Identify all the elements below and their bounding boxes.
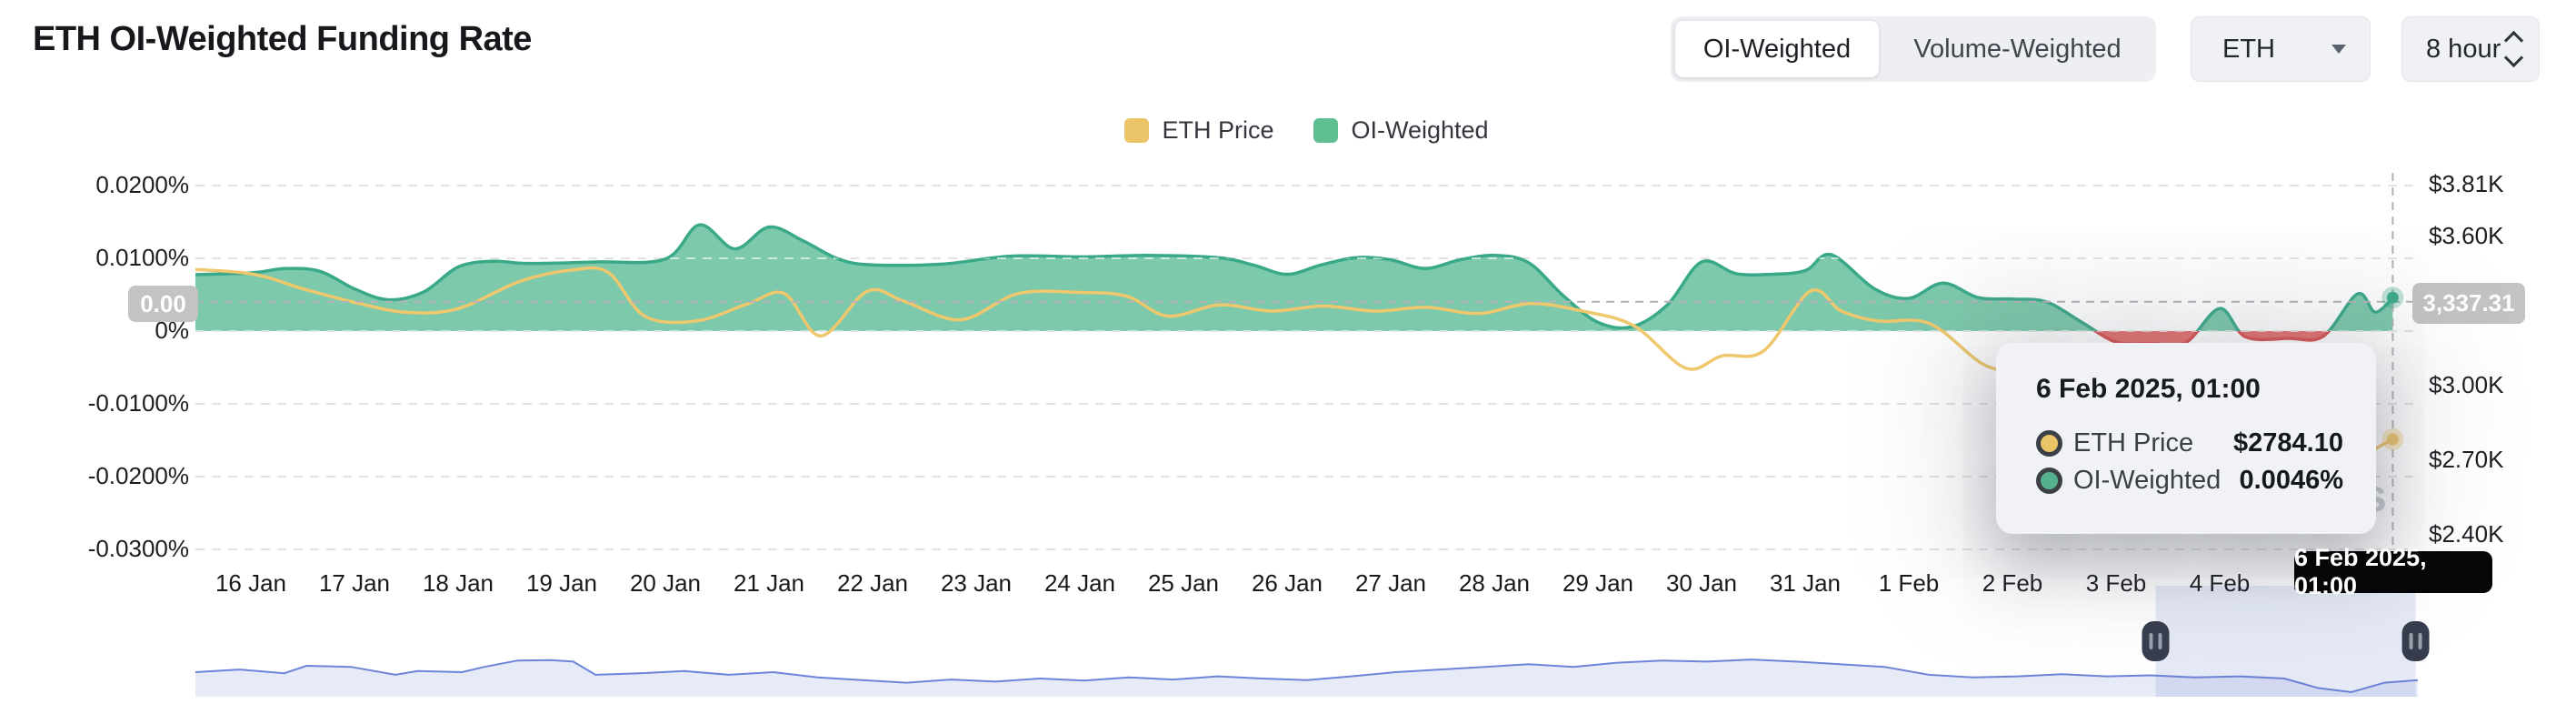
x-axis-tick: 18 Jan xyxy=(422,569,494,597)
tooltip-row-eth-price: ETH Price $2784.10 xyxy=(2036,428,2343,458)
oi-weighted-swatch xyxy=(1313,118,1339,143)
interval-select-value: 8 hour xyxy=(2426,34,2501,64)
x-axis-tick: 31 Jan xyxy=(1769,569,1842,597)
coin-select-value: ETH xyxy=(2222,34,2275,64)
x-axis-tick: 25 Jan xyxy=(1147,569,1220,597)
left-axis-tick: -0.0200% xyxy=(87,462,189,489)
crosshair-right-axis-badge: 3,337.31 xyxy=(2412,283,2525,324)
mode-toggle: OI-Weighted Volume-Weighted xyxy=(1671,16,2156,82)
toggle-volume-weighted[interactable]: Volume-Weighted xyxy=(1913,34,2122,64)
x-axis-tick: 1 Feb xyxy=(1878,569,1940,597)
page-title: ETH OI-Weighted Funding Rate xyxy=(33,20,532,58)
x-axis-tick: 21 Jan xyxy=(733,569,805,597)
x-axis-tick: 4 Feb xyxy=(2189,569,2251,597)
oi-weighted-marker-icon xyxy=(2036,468,2062,494)
right-axis-tick: $3.00K xyxy=(2429,371,2504,398)
right-axis-tick: $3.81K xyxy=(2429,169,2504,197)
tooltip-date: 6 Feb 2025, 01:00 xyxy=(2036,374,2261,404)
left-axis-tick: -0.0100% xyxy=(87,389,189,417)
right-axis-tick: $3.60K xyxy=(2429,222,2504,249)
x-axis-tick: 23 Jan xyxy=(940,569,1013,597)
chevron-down-icon xyxy=(2331,45,2346,54)
chart-tooltip: 6 Feb 2025, 01:00 ETH Price $2784.10 OI-… xyxy=(1996,343,2376,534)
navigator-selected-range[interactable] xyxy=(2155,586,2416,697)
legend-label: ETH Price xyxy=(1162,116,1274,144)
eth-price-marker-icon xyxy=(2036,430,2062,457)
navigator-right-handle[interactable] xyxy=(2401,621,2430,661)
x-axis-tick: 26 Jan xyxy=(1251,569,1323,597)
legend-item-eth-price[interactable]: ETH Price xyxy=(1124,116,1273,145)
x-axis-tick: 28 Jan xyxy=(1458,569,1531,597)
legend-label: OI-Weighted xyxy=(1351,116,1489,144)
legend: ETH Price OI-Weighted xyxy=(195,116,2418,145)
left-axis-tick: 0.0200% xyxy=(95,171,189,198)
eth-price-swatch xyxy=(1124,118,1150,143)
crosshair-date-label: 6 Feb 2025, 01:00 xyxy=(2294,544,2492,599)
left-axis-tick: 0.0100% xyxy=(95,244,189,271)
crosshair-left-axis-badge: 0.00 xyxy=(128,286,198,322)
x-axis-tick: 17 Jan xyxy=(318,569,391,597)
x-axis-tick: 2 Feb xyxy=(1982,569,2043,597)
coin-select[interactable]: ETH xyxy=(2191,16,2371,82)
left-axis-tick: -0.0300% xyxy=(87,535,189,562)
x-axis-tick: 22 Jan xyxy=(836,569,909,597)
x-axis-tick: 3 Feb xyxy=(2085,569,2147,597)
navigator-left-handle[interactable] xyxy=(2142,621,2170,661)
x-axis-tick: 19 Jan xyxy=(525,569,598,597)
tooltip-row-oi-weighted: OI-Weighted 0.0046% xyxy=(2036,466,2343,496)
x-axis-tick: 30 Jan xyxy=(1665,569,1738,597)
legend-item-oi-weighted[interactable]: OI-Weighted xyxy=(1313,116,1489,145)
interval-select[interactable]: 8 hour xyxy=(2401,16,2540,82)
toggle-oi-weighted[interactable]: OI-Weighted xyxy=(1675,21,1879,77)
x-axis-tick: 29 Jan xyxy=(1562,569,1634,597)
right-axis-tick: $2.40K xyxy=(2429,520,2504,548)
x-axis-tick: 16 Jan xyxy=(215,569,287,597)
right-axis-tick: $2.70K xyxy=(2429,446,2504,473)
x-axis-tick: 27 Jan xyxy=(1354,569,1427,597)
x-axis-tick: 20 Jan xyxy=(629,569,702,597)
x-axis-tick: 24 Jan xyxy=(1043,569,1116,597)
